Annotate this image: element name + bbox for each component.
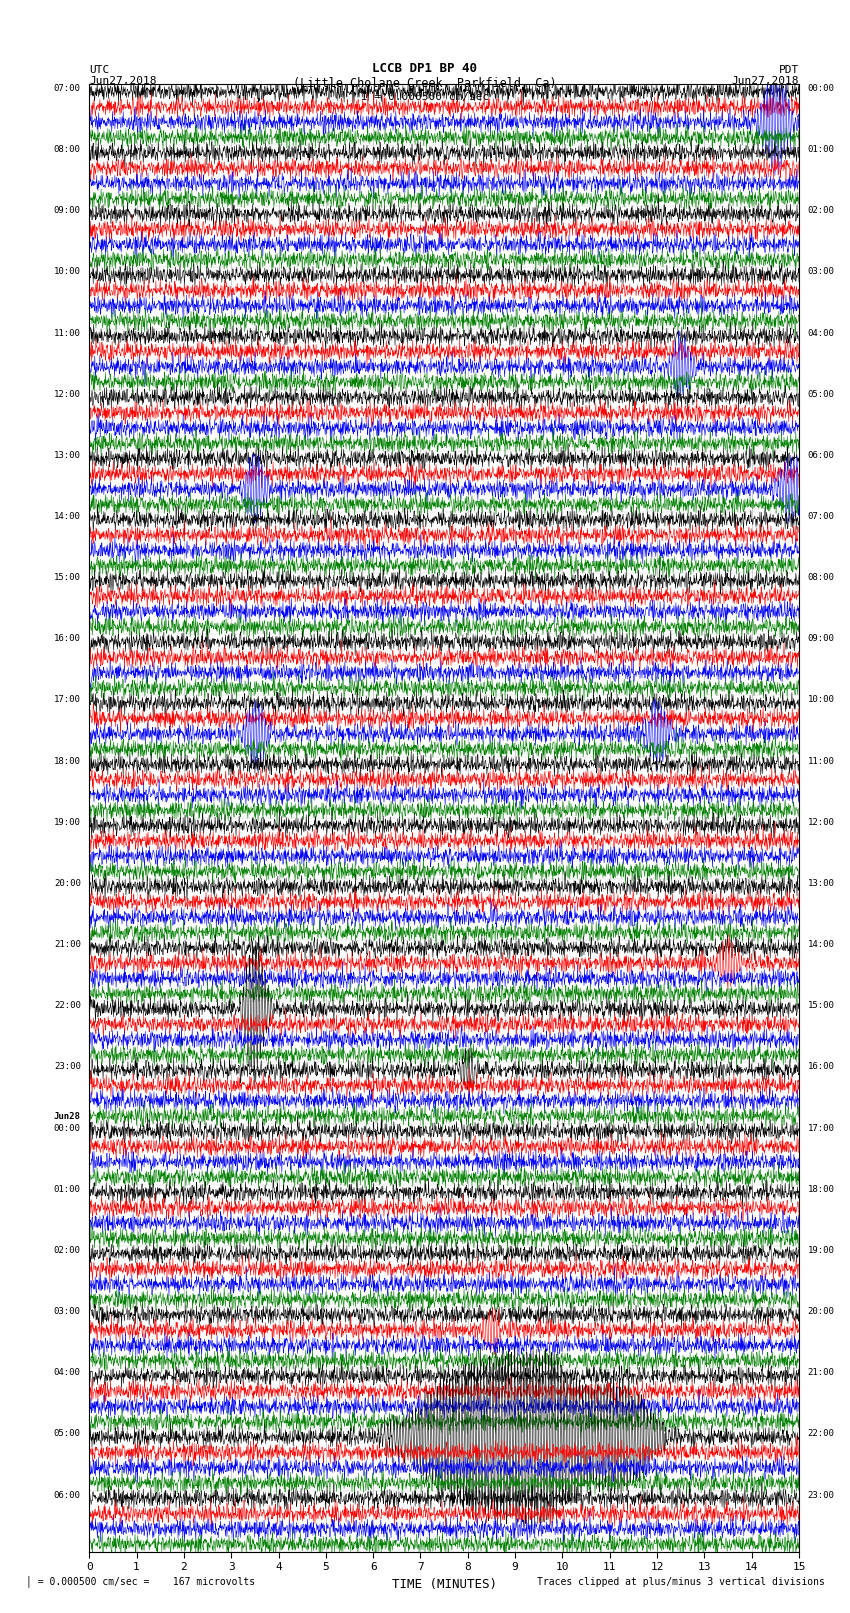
Text: Jun28: Jun28	[54, 1113, 81, 1121]
Text: 18:00: 18:00	[808, 1184, 835, 1194]
Text: Traces clipped at plus/minus 3 vertical divisions: Traces clipped at plus/minus 3 vertical …	[536, 1578, 824, 1587]
Text: 04:00: 04:00	[54, 1368, 81, 1378]
Text: 11:00: 11:00	[808, 756, 835, 766]
Text: 10:00: 10:00	[808, 695, 835, 705]
Text: 14:00: 14:00	[54, 511, 81, 521]
Text: UTC: UTC	[89, 65, 110, 76]
Text: LCCB DP1 BP 40: LCCB DP1 BP 40	[372, 61, 478, 76]
Text: 20:00: 20:00	[54, 879, 81, 887]
Text: 03:00: 03:00	[54, 1307, 81, 1316]
Text: 21:00: 21:00	[808, 1368, 835, 1378]
Text: 08:00: 08:00	[808, 573, 835, 582]
Text: 02:00: 02:00	[54, 1245, 81, 1255]
Text: Jun27,2018: Jun27,2018	[732, 76, 799, 85]
Text: 14:00: 14:00	[808, 940, 835, 948]
Text: 02:00: 02:00	[808, 206, 835, 215]
Text: 06:00: 06:00	[54, 1490, 81, 1500]
Text: 12:00: 12:00	[808, 818, 835, 827]
Text: 06:00: 06:00	[808, 450, 835, 460]
Text: 01:00: 01:00	[808, 145, 835, 153]
Text: 00:00: 00:00	[54, 1124, 81, 1132]
Text: 15:00: 15:00	[808, 1002, 835, 1010]
Text: 15:00: 15:00	[54, 573, 81, 582]
Text: 13:00: 13:00	[54, 450, 81, 460]
Text: 12:00: 12:00	[54, 390, 81, 398]
Text: │ = 0.000500 cm/sec =    167 microvolts: │ = 0.000500 cm/sec = 167 microvolts	[26, 1576, 255, 1587]
Text: 07:00: 07:00	[808, 511, 835, 521]
Text: 01:00: 01:00	[54, 1184, 81, 1194]
Text: 10:00: 10:00	[54, 268, 81, 276]
Text: 05:00: 05:00	[808, 390, 835, 398]
Text: 00:00: 00:00	[808, 84, 835, 94]
Text: 21:00: 21:00	[54, 940, 81, 948]
Text: 13:00: 13:00	[808, 879, 835, 887]
Text: 09:00: 09:00	[54, 206, 81, 215]
Text: (Little Cholane Creek, Parkfield, Ca): (Little Cholane Creek, Parkfield, Ca)	[293, 76, 557, 90]
Text: 16:00: 16:00	[54, 634, 81, 644]
Text: 22:00: 22:00	[54, 1002, 81, 1010]
Text: 20:00: 20:00	[808, 1307, 835, 1316]
Text: 11:00: 11:00	[54, 329, 81, 337]
Text: 23:00: 23:00	[54, 1063, 81, 1071]
Text: 19:00: 19:00	[54, 818, 81, 827]
Text: 22:00: 22:00	[808, 1429, 835, 1439]
Text: Jun27,2018: Jun27,2018	[89, 76, 156, 85]
Text: 05:00: 05:00	[54, 1429, 81, 1439]
Text: PDT: PDT	[779, 65, 799, 76]
Text: 09:00: 09:00	[808, 634, 835, 644]
Text: 16:00: 16:00	[808, 1063, 835, 1071]
Text: 07:00: 07:00	[54, 84, 81, 94]
Text: 08:00: 08:00	[54, 145, 81, 153]
Text: 18:00: 18:00	[54, 756, 81, 766]
Text: 17:00: 17:00	[54, 695, 81, 705]
Text: 17:00: 17:00	[808, 1124, 835, 1132]
Text: 03:00: 03:00	[808, 268, 835, 276]
Text: I = 0.000500 cm/sec: I = 0.000500 cm/sec	[361, 92, 489, 103]
X-axis label: TIME (MINUTES): TIME (MINUTES)	[392, 1578, 496, 1590]
Text: 23:00: 23:00	[808, 1490, 835, 1500]
Text: 04:00: 04:00	[808, 329, 835, 337]
Text: 19:00: 19:00	[808, 1245, 835, 1255]
